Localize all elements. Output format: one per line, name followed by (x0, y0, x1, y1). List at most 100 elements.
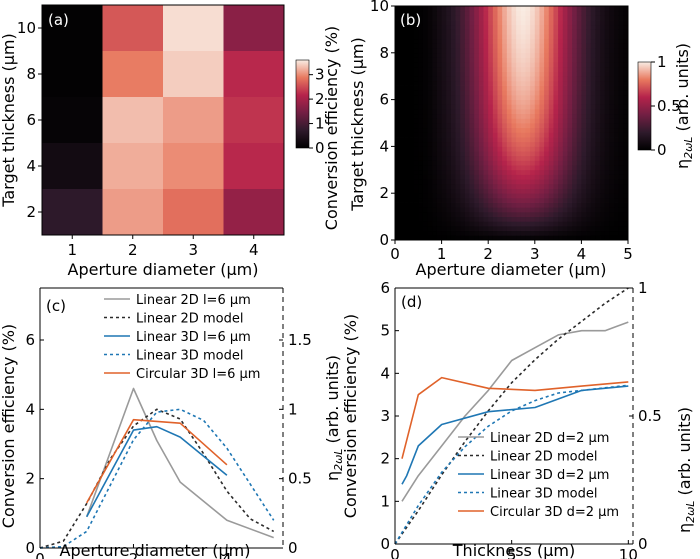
heatmap-pixel (478, 94, 484, 100)
heatmap-pixel (441, 104, 447, 110)
heatmap-pixel (450, 85, 456, 91)
heatmap-pixel (469, 94, 475, 100)
heatmap-pixel (614, 108, 620, 115)
heatmap-pixel (483, 34, 489, 40)
heatmap-pixel (590, 137, 596, 143)
heatmap-pixel (478, 57, 484, 63)
heatmap-pixel (497, 123, 503, 129)
heatmap-pixel (520, 71, 526, 77)
heatmap-pixel (595, 169, 601, 175)
heatmap-pixel (450, 76, 456, 82)
x-tick-label: 5 (623, 245, 633, 263)
heatmap-pixel (520, 235, 526, 241)
heatmap-pixel (483, 169, 489, 175)
heatmap-cell (42, 143, 103, 190)
heatmap-pixel (544, 174, 550, 180)
heatmap-pixel (436, 52, 442, 58)
heatmap-pixel (492, 146, 498, 152)
heatmap-pixel (572, 57, 578, 63)
heatmap-pixel (488, 188, 494, 194)
heatmap-pixel (413, 104, 419, 110)
heatmap-pixel (432, 235, 438, 241)
heatmap-pixel (469, 137, 475, 143)
heatmap-pixel (460, 10, 466, 16)
heatmap-pixel (469, 230, 475, 236)
heatmap-pixel (422, 66, 429, 72)
heatmap-pixel (516, 62, 522, 68)
heatmap-pixel (623, 207, 629, 213)
legend-label: Linear 3D l=6 μm (136, 330, 251, 345)
heatmap-pixel (488, 169, 494, 175)
heatmap-pixel (446, 207, 452, 213)
heatmap-pixel (614, 52, 620, 58)
heatmap-pixel (590, 193, 596, 199)
heatmap-pixel (525, 80, 531, 86)
heatmap-pixel (474, 225, 480, 232)
heatmap-pixel (511, 71, 517, 77)
heatmap-pixel (511, 137, 517, 143)
heatmap-pixel (586, 43, 592, 49)
heatmap-pixel (586, 188, 592, 194)
heatmap-pixel (581, 169, 587, 175)
heatmap-pixel (567, 132, 573, 138)
heatmap-pixel (464, 221, 470, 227)
heatmap-pixel (455, 10, 461, 16)
heatmap-pixel (553, 62, 559, 68)
heatmap-pixel (562, 57, 568, 63)
heatmap-pixel (483, 104, 489, 110)
heatmap-pixel (614, 85, 620, 91)
heatmap-pixel (432, 48, 438, 54)
heatmap-pixel (544, 225, 550, 232)
heatmap-pixel (408, 132, 415, 138)
heatmap-pixel (539, 80, 545, 86)
heatmap-pixel (614, 146, 620, 152)
heatmap-pixel (600, 15, 606, 21)
heatmap-pixel (492, 155, 498, 161)
heatmap-pixel (427, 94, 433, 100)
heatmap-pixel (413, 211, 419, 217)
heatmap-pixel (544, 127, 550, 133)
heatmap-pixel (418, 183, 424, 189)
heatmap-pixel (530, 179, 536, 185)
heatmap-pixel (623, 225, 629, 232)
y-tick-label: 2 (26, 203, 36, 221)
heatmap-pixel (427, 193, 433, 199)
heatmap-pixel (581, 104, 587, 110)
heatmap-pixel (483, 230, 489, 236)
heatmap-pixel (460, 20, 466, 26)
heatmap-pixel (464, 90, 470, 96)
heatmap-pixel (567, 225, 573, 232)
heatmap-pixel (567, 43, 573, 49)
heatmap-pixel (516, 165, 522, 171)
heatmap-pixel (581, 15, 587, 21)
heatmap-pixel (422, 183, 429, 189)
heatmap-pixel (413, 15, 419, 21)
heatmap-pixel (539, 66, 545, 72)
heatmap-pixel (413, 43, 419, 49)
heatmap-pixel (418, 235, 424, 241)
heatmap-pixel (422, 80, 429, 86)
heatmap-pixel (576, 207, 582, 213)
heatmap-pixel (525, 108, 531, 115)
heatmap-pixel (483, 202, 489, 208)
heatmap-pixel (399, 62, 405, 68)
heatmap-pixel (618, 29, 624, 35)
heatmap-pixel (404, 71, 410, 77)
heatmap-pixel (464, 174, 470, 180)
heatmap-pixel (604, 90, 610, 96)
heatmap-pixel (464, 71, 470, 77)
heatmap-pixel (502, 20, 508, 26)
heatmap-pixel (548, 151, 554, 157)
heatmap-pixel (562, 76, 568, 82)
heatmap-pixel (520, 80, 526, 86)
heatmap-pixel (464, 99, 470, 105)
heatmap-pixel (418, 20, 424, 26)
heatmap-pixel (404, 211, 410, 217)
heatmap-pixel (572, 155, 578, 161)
heatmap-pixel (604, 108, 610, 115)
heatmap-pixel (511, 62, 517, 68)
heatmap-pixel (441, 71, 447, 77)
